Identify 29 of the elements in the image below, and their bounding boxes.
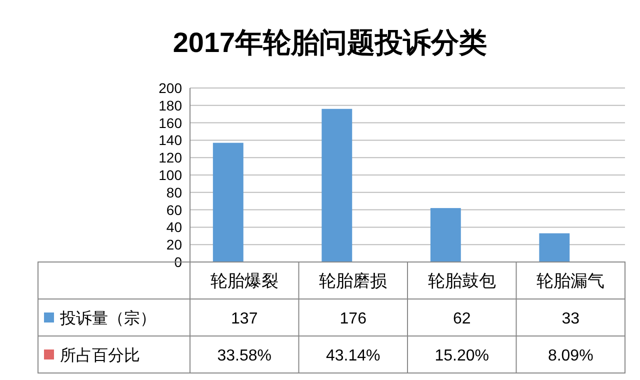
bar — [212, 142, 244, 262]
y-tick-label: 20 — [166, 236, 182, 253]
y-tick-label: 120 — [158, 150, 182, 166]
data-label: 33 — [562, 310, 580, 328]
data-label: 43.14% — [326, 348, 380, 364]
legend-label: 所占百分比 — [60, 346, 140, 364]
y-tick-label: 200 — [158, 80, 182, 96]
chart-title: 2017年轮胎问题投诉分类 — [172, 27, 488, 58]
y-tick-label: 180 — [158, 97, 182, 114]
data-label: 15.20% — [434, 348, 490, 364]
data-label: 8.09% — [548, 348, 594, 364]
x-tick-label: 轮胎磨损 — [319, 272, 388, 290]
y-tick-label: 100 — [158, 167, 182, 183]
y-tick-label: 160 — [158, 114, 182, 131]
bar — [539, 233, 570, 262]
y-tick-label: 80 — [166, 184, 182, 200]
y-tick-label: 60 — [166, 202, 182, 218]
y-tick-label: 40 — [166, 219, 182, 236]
data-label: 62 — [452, 310, 471, 328]
data-label: 33.58% — [217, 348, 272, 364]
x-tick-label: 轮胎鼓包 — [428, 272, 496, 290]
data-label: 137 — [231, 310, 258, 328]
legend-label: 投诉量（宗） — [59, 310, 156, 328]
bar — [430, 208, 461, 262]
x-tick-label: 轮胎漏气 — [536, 272, 605, 290]
bar — [322, 108, 352, 262]
x-tick-label: 轮胎爆裂 — [210, 272, 278, 290]
y-tick-label: 140 — [158, 132, 182, 148]
data-label: 176 — [340, 310, 367, 328]
